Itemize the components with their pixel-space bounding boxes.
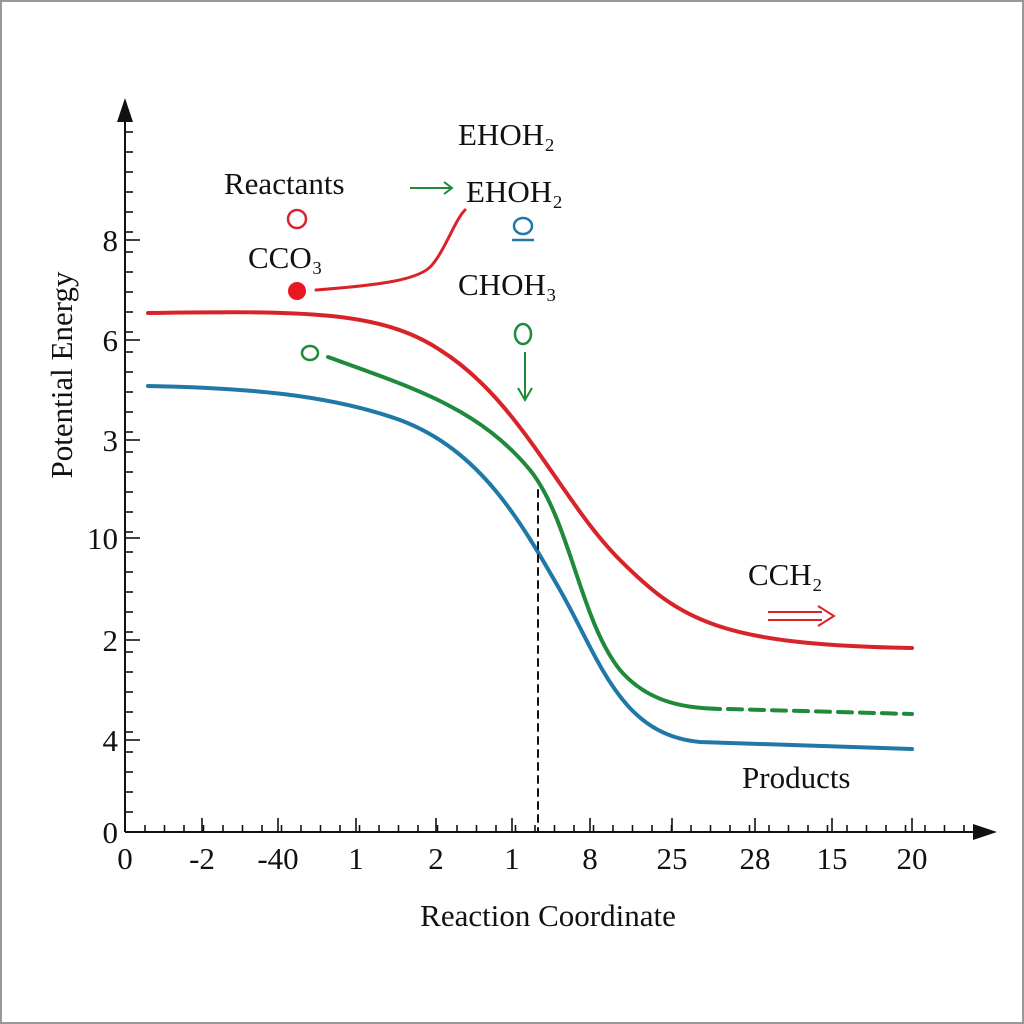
x-tick-label: 1 [348,841,364,876]
x-tick-label: 2 [428,841,444,876]
red-dot [288,282,306,300]
products-label: Products [742,760,851,795]
top-formula: EHOH₂ [458,117,555,152]
x-tick-label: 0 [117,841,133,876]
red-connector [314,208,467,292]
double-arrow [768,605,836,627]
y-tick-label: 4 [103,723,119,758]
reactant-formula: CCO₃ [248,240,323,275]
green-ring [513,322,533,346]
right-arrow [410,181,454,195]
red-ring [286,208,308,230]
right-formula: CCH₂ [748,557,823,592]
y-tick-label: 2 [103,623,119,658]
green-ring-small [300,344,320,362]
red-double-arrow [768,605,836,627]
middle-formula: CHOH₃ [458,267,557,302]
arrow-formula: EHOH₂ [466,174,563,209]
y-tick-label: 0 [103,815,119,850]
y-arrow [117,98,133,122]
y-tick-label: 3 [103,423,119,458]
y-tick-label: 10 [87,521,118,556]
green-dashed [726,707,914,716]
x-tick-label: 20 [897,841,928,876]
y-tick-label: 6 [103,323,119,358]
curves [146,208,914,833]
x-tick-label: 25 [657,841,688,876]
blue-ring [512,216,534,236]
green-curve [326,355,722,711]
x-tick-label: 28 [740,841,771,876]
x-tick-label: -40 [257,841,298,876]
down-arrow [517,352,533,402]
red-curve [146,310,914,650]
x-tick-label: 15 [817,841,848,876]
x-axis-label: Reaction Coordinate [420,898,676,933]
x-arrow [973,824,997,840]
blue-curve [146,384,914,751]
green-arrows [410,181,533,402]
y-tick-label: 8 [103,223,119,258]
axes [117,98,997,840]
y-axis-label: Potential Energy [44,271,79,478]
reactants-label: Reactants [224,166,345,201]
x-tick-label: -2 [189,841,215,876]
x-tick-label: 1 [504,841,520,876]
x-tick-label: 8 [582,841,598,876]
